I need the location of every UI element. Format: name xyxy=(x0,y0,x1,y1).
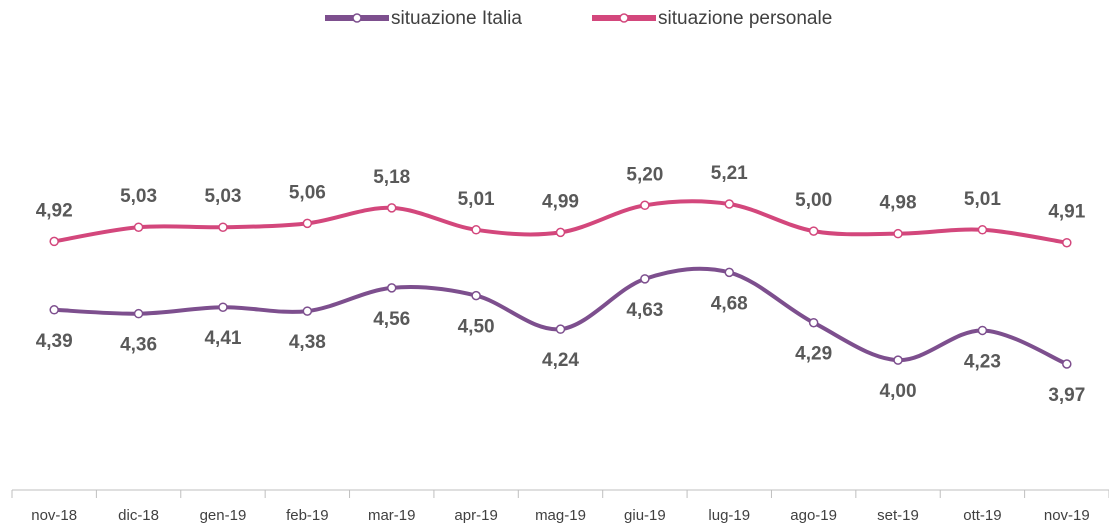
value-label: 5,03 xyxy=(204,186,241,207)
x-tick-label: nov-18 xyxy=(31,507,77,524)
value-label: 4,00 xyxy=(880,381,917,402)
point xyxy=(218,222,228,232)
point xyxy=(893,228,903,239)
point xyxy=(302,218,313,229)
value-label: 5,18 xyxy=(373,167,410,188)
point xyxy=(808,317,819,328)
point xyxy=(1062,237,1072,248)
point xyxy=(808,226,819,236)
x-tick-label: ott-19 xyxy=(963,507,1001,524)
value-label: 4,29 xyxy=(795,344,832,365)
point xyxy=(133,222,144,232)
value-label: 4,63 xyxy=(626,300,663,321)
value-label: 5,01 xyxy=(458,189,495,210)
value-label: 4,36 xyxy=(120,335,157,356)
x-tick-label: feb-19 xyxy=(286,507,329,524)
point xyxy=(218,302,228,312)
value-label: 4,91 xyxy=(1048,202,1085,223)
point xyxy=(1062,359,1072,369)
value-label: 5,03 xyxy=(120,186,157,207)
point xyxy=(471,290,481,301)
value-label: 4,99 xyxy=(542,191,579,212)
legend-marker xyxy=(352,13,362,23)
x-tick-label: gen-19 xyxy=(200,507,247,524)
value-label: 4,50 xyxy=(458,317,495,338)
point xyxy=(640,200,650,211)
point xyxy=(977,325,988,336)
value-label: 5,00 xyxy=(795,190,832,211)
value-label: 4,98 xyxy=(880,193,917,214)
point xyxy=(471,225,481,235)
point xyxy=(893,355,903,365)
legend-label: situazione Italia xyxy=(391,8,522,29)
point xyxy=(49,236,59,247)
point xyxy=(386,203,397,213)
value-label: 4,92 xyxy=(36,200,73,221)
value-label: 4,23 xyxy=(964,351,1001,372)
x-tick-label: ago-19 xyxy=(790,507,837,524)
x-tick-label: mar-19 xyxy=(368,507,416,524)
value-label: 4,56 xyxy=(373,309,410,330)
legend-marker xyxy=(619,13,629,23)
value-label: 4,39 xyxy=(36,331,73,352)
value-label: 5,21 xyxy=(711,163,748,184)
point xyxy=(555,324,566,334)
point xyxy=(724,267,735,278)
x-tick-label: set-19 xyxy=(877,507,919,524)
point xyxy=(555,227,566,238)
value-label: 5,01 xyxy=(964,189,1001,210)
legend-label: situazione personale xyxy=(658,8,832,29)
point xyxy=(386,283,397,293)
x-tick-label: dic-18 xyxy=(118,507,159,524)
value-label: 4,41 xyxy=(204,328,241,349)
point xyxy=(49,305,59,315)
value-label: 5,20 xyxy=(626,164,663,185)
value-label: 3,97 xyxy=(1048,385,1085,406)
value-label: 5,06 xyxy=(289,182,326,203)
x-tick-label: mag-19 xyxy=(535,507,586,524)
x-tick-label: nov-19 xyxy=(1044,507,1090,524)
point xyxy=(302,306,313,316)
point xyxy=(724,199,735,209)
point xyxy=(133,308,144,319)
x-tick-label: lug-19 xyxy=(708,507,750,524)
value-label: 4,68 xyxy=(711,293,748,314)
value-label: 4,38 xyxy=(289,332,326,353)
x-tick-label: giu-19 xyxy=(624,507,666,524)
value-label: 4,24 xyxy=(542,350,579,371)
point xyxy=(977,225,988,235)
x-tick-label: apr-19 xyxy=(454,507,497,524)
point xyxy=(640,274,650,284)
